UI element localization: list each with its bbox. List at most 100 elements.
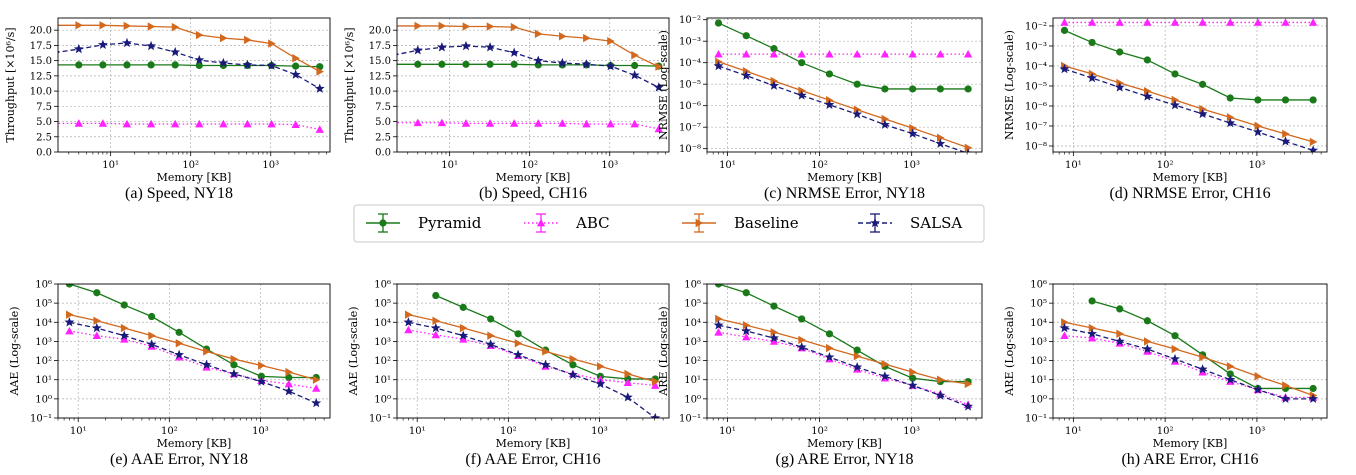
data-point-salsa (1142, 91, 1153, 101)
y-tick-label: 10¹ (1030, 375, 1047, 386)
data-point-salsa (622, 392, 633, 402)
data-point-pyramid (853, 346, 861, 354)
data-point-salsa (796, 90, 807, 100)
legend-entry-baseline: Baseline (682, 213, 799, 233)
data-point-pyramid (798, 315, 806, 323)
data-point-abc (1143, 18, 1152, 26)
data-point-abc (769, 49, 779, 58)
data-point-pyramid (1060, 26, 1069, 34)
legend-label: ABC (575, 214, 610, 232)
y-tick-label: 17.5 (369, 41, 391, 52)
data-point-salsa (605, 60, 616, 71)
data-point-baseline (826, 343, 834, 353)
data-point-salsa (1114, 82, 1125, 92)
data-point-baseline (597, 362, 605, 371)
legend-label: SALSA (910, 214, 962, 232)
legend-entry-pyramid: Pyramid (366, 213, 482, 233)
data-point-pyramid (257, 372, 265, 380)
data-point-pyramid (1309, 96, 1317, 104)
data-point-baseline (147, 22, 156, 31)
data-point-baseline (631, 50, 639, 60)
data-point-salsa (713, 60, 724, 71)
series-line-baseline (1064, 65, 1314, 143)
plot-frame (57, 17, 331, 153)
data-point-baseline (203, 347, 211, 356)
data-point-baseline (853, 351, 862, 361)
data-point-pyramid (909, 374, 917, 382)
plot-frame (706, 17, 983, 153)
data-point-baseline (964, 143, 973, 152)
data-point-pyramid (1143, 317, 1151, 325)
data-point-salsa (311, 397, 322, 408)
data-point-pyramid (770, 302, 778, 310)
data-point-salsa (122, 37, 132, 48)
data-point-salsa (653, 82, 664, 92)
y-tick-label: 10⁻⁵ (1025, 81, 1047, 92)
data-point-salsa (242, 59, 253, 70)
y-tick-label: 10⁻³ (1025, 41, 1047, 52)
data-point-salsa (581, 59, 592, 69)
y-tick-label: 10² (1030, 356, 1047, 367)
series-line-salsa (718, 65, 966, 152)
y-tick-label: 7.5 (36, 102, 52, 113)
data-point-baseline (651, 377, 660, 386)
panel-caption: (a) Speed, NY18 (125, 185, 233, 202)
y-tick-label: 10⁻⁶ (679, 101, 701, 112)
data-point-abc (606, 119, 615, 128)
y-tick-label: 10⁵ (374, 299, 391, 310)
data-point-baseline (459, 323, 468, 333)
data-point-baseline (487, 331, 495, 340)
y-axis-label: ARE (Log-scale) (1003, 306, 1016, 396)
data-point-baseline (1226, 113, 1235, 122)
data-point-baseline (936, 375, 945, 384)
data-point-abc (714, 328, 723, 336)
series-line-salsa (69, 321, 317, 404)
series-line-baseline (718, 318, 969, 385)
legend-marker-salsa (870, 217, 880, 228)
series-line-salsa (718, 324, 969, 408)
data-point-pyramid (714, 19, 723, 27)
data-point-baseline (770, 76, 779, 86)
x-axis-label: Memory [KB] (807, 171, 882, 184)
data-point-abc (1226, 18, 1235, 26)
data-point-abc (582, 119, 591, 128)
data-point-baseline (312, 375, 321, 384)
data-point-pyramid (1254, 96, 1262, 104)
data-point-salsa (201, 359, 212, 370)
y-tick-label: 0.0 (36, 148, 52, 159)
data-point-pyramid (285, 373, 293, 382)
data-point-pyramid (1116, 305, 1124, 313)
data-point-salsa (741, 325, 752, 336)
y-tick-label: 2.5 (375, 132, 391, 143)
data-point-salsa (458, 330, 469, 340)
data-point-salsa (1225, 374, 1236, 384)
series-line-salsa (397, 45, 660, 89)
data-point-pyramid (462, 60, 470, 68)
legend: Pyramid ABC Baseline SALSA (353, 204, 985, 243)
series-line-abc (58, 122, 320, 131)
data-point-abc (651, 381, 660, 389)
data-point-baseline (936, 133, 945, 143)
x-tick-label: 10² (811, 426, 828, 437)
data-point-abc (1115, 18, 1124, 26)
chart-panel-6: 10¹ 10² 10³ 10⁻¹ 10⁰ 10¹ 10² 10³ 10⁴ 10⁵ 10⁶ Memory… (657, 280, 983, 468)
data-point-pyramid (1143, 56, 1151, 64)
data-point-salsa (73, 43, 84, 54)
data-point-abc (315, 125, 324, 133)
y-tick-label: 10⁻¹ (369, 414, 391, 425)
data-point-baseline (1088, 323, 1097, 333)
data-point-abc (880, 49, 890, 58)
data-point-pyramid (909, 85, 917, 93)
data-point-baseline (66, 310, 74, 319)
panel-caption: (d) NRMSE Error, CH16 (1109, 185, 1270, 202)
data-point-baseline (715, 314, 723, 324)
x-axis-label: Memory [KB] (157, 437, 232, 450)
y-tick-label: 10¹ (684, 375, 701, 386)
data-point-pyramid (853, 80, 861, 88)
data-point-baseline (258, 361, 266, 370)
data-point-salsa (430, 322, 441, 333)
data-point-pyramid (631, 61, 639, 70)
data-point-abc (742, 49, 751, 58)
data-point-baseline (881, 114, 890, 124)
y-tick-label: 10³ (374, 337, 391, 348)
